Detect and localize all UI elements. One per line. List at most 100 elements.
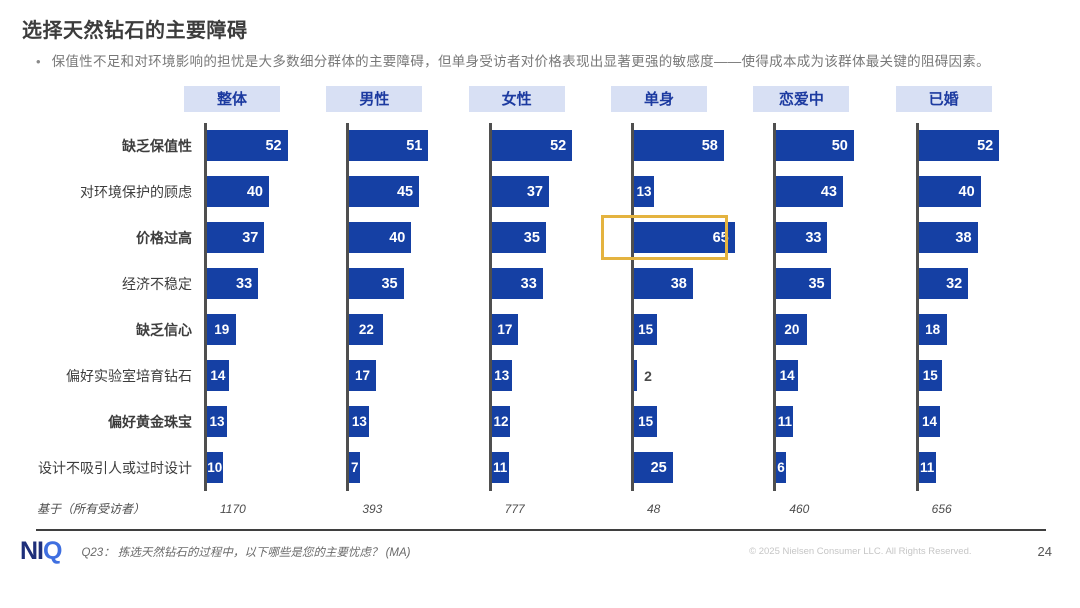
page-title: 选择天然钻石的主要障碍 [22, 20, 248, 42]
bar-row: 19 [207, 307, 346, 353]
bar-row: 10 [207, 445, 346, 491]
segment-header: 恋爱中 [753, 85, 850, 112]
bar-row: 52 [207, 123, 346, 169]
bar: 14 [918, 406, 941, 438]
bar: 15 [633, 406, 658, 438]
segment-column: 单身 58 13 65 38 15 2 15 25 48 [600, 85, 773, 523]
bar-row: 58 [633, 123, 773, 169]
bar: 13 [207, 406, 228, 438]
summary-bullet: • 保值性不足和对环境影响的担忧是大多数细分群体的主要障碍，但单身受访者对价格表… [22, 52, 1054, 73]
base-size-value: 393 [362, 501, 383, 516]
bar-row: 40 [918, 169, 1058, 215]
bar-row: 13 [633, 169, 773, 215]
row-label: 缺乏信心 [136, 321, 192, 338]
slide-header: 选择天然钻石的主要障碍 • 保值性不足和对环境影响的担忧是大多数细分群体的主要障… [0, 0, 1080, 73]
base-size-value: 777 [504, 501, 525, 516]
bar: 50 [776, 130, 854, 162]
bar: 10 [207, 452, 223, 484]
bar-row: 38 [633, 261, 773, 307]
base-size-value: 48 [646, 501, 661, 516]
bar-row: 15 [918, 353, 1058, 399]
barrier-bar-chart: 缺乏保值性对环境保护的顾虑价格过高经济不稳定缺乏信心偏好实验室培育钻石偏好黄金珠… [0, 85, 1080, 523]
bar-row: 2 [633, 353, 773, 399]
bar: 15 [633, 314, 658, 346]
bar: 15 [918, 360, 942, 392]
copyright-text: © 2025 Nielsen Consumer LLC. All Rights … [749, 546, 972, 558]
bar: 43 [776, 176, 843, 208]
bar: 45 [349, 176, 420, 208]
bar: 11 [776, 406, 794, 438]
bar: 35 [349, 268, 404, 300]
bar: 17 [491, 314, 518, 346]
page-number: 24 [1037, 544, 1052, 560]
bar: 22 [349, 314, 384, 346]
bar-row: 52 [918, 123, 1058, 169]
row-label: 经济不稳定 [122, 275, 192, 292]
axis-line: 52 40 38 32 18 15 14 11 [915, 122, 1058, 491]
bar-row: 6 [776, 445, 915, 491]
bar-row: 17 [349, 353, 488, 399]
bar-row: 11 [776, 399, 915, 445]
axis-line: 58 13 65 38 15 2 15 25 [600, 122, 773, 491]
segment-column: 已婚 52 40 38 32 18 15 14 11 656 [895, 85, 1058, 523]
bar-row: 43 [776, 169, 915, 215]
base-row-label: 基于（所有受访者） [37, 502, 146, 517]
bar: 14 [776, 360, 799, 392]
bar-row: 35 [349, 261, 488, 307]
segment-header: 整体 [184, 85, 280, 112]
header-spacer [22, 86, 204, 123]
bar-row: 52 [491, 123, 631, 169]
bar: 11 [918, 452, 936, 484]
bar: 13 [633, 176, 655, 208]
bar-row: 38 [918, 215, 1058, 261]
bar-row: 50 [776, 123, 915, 169]
bar-row: 13 [491, 353, 631, 399]
row-label: 对环境保护的顾虑 [80, 183, 192, 200]
bar: 7 [349, 452, 361, 484]
base-size-value: 656 [931, 501, 952, 516]
bar: 38 [918, 222, 978, 254]
summary-text: 保值性不足和对环境影响的担忧是大多数细分群体的主要障碍，但单身受访者对价格表现出… [51, 54, 990, 69]
base-size-value: 1170 [220, 501, 246, 516]
bar [633, 360, 638, 392]
row-label: 偏好实验室培育钻石 [66, 367, 192, 384]
bar-row: 37 [207, 215, 346, 261]
niq-logo: NIQ [20, 537, 62, 566]
bar: 33 [491, 268, 543, 300]
bar-row: 33 [207, 261, 346, 307]
bar: 40 [918, 176, 981, 208]
bar: 13 [491, 360, 512, 392]
bar: 65 [633, 222, 735, 254]
row-label: 设计不吸引人或过时设计 [38, 459, 192, 476]
bar: 6 [776, 452, 786, 484]
bar-row: 32 [918, 261, 1058, 307]
row-label: 偏好黄金珠宝 [108, 413, 192, 430]
footer-divider [36, 528, 1046, 531]
axis-line: 52 40 37 33 19 14 13 10 [204, 122, 346, 491]
bar: 20 [776, 314, 808, 346]
bar-row: 22 [349, 307, 488, 353]
bar: 52 [918, 130, 1000, 162]
row-label: 缺乏保值性 [122, 137, 192, 154]
bar: 35 [491, 222, 546, 254]
bar: 33 [207, 268, 259, 300]
axis-line: 50 43 33 35 20 14 11 6 [773, 122, 915, 491]
bar-value-label: 2 [644, 367, 652, 384]
bar: 17 [349, 360, 376, 392]
bar-row: 11 [918, 445, 1058, 491]
bar: 51 [349, 130, 429, 162]
row-label: 价格过高 [136, 229, 192, 246]
bar-row: 37 [491, 169, 631, 215]
axis-line: 52 37 35 33 17 13 12 11 [488, 122, 631, 491]
footnote-question: Q23： 拣选天然钻石的过程中，以下哪些是您的主要忧虑？ (MA) [81, 546, 411, 559]
bar-row: 12 [491, 399, 631, 445]
bar-row: 45 [349, 169, 488, 215]
bar-row: 18 [918, 307, 1058, 353]
bar: 35 [776, 268, 831, 300]
segment-column: 整体 52 40 37 33 19 14 13 10 1170 [184, 85, 346, 523]
bar: 14 [207, 360, 229, 392]
niq-logo-ni: NI [20, 537, 44, 566]
segment-column: 恋爱中 50 43 33 35 20 14 11 6 460 [753, 85, 915, 523]
bar-row: 17 [491, 307, 631, 353]
